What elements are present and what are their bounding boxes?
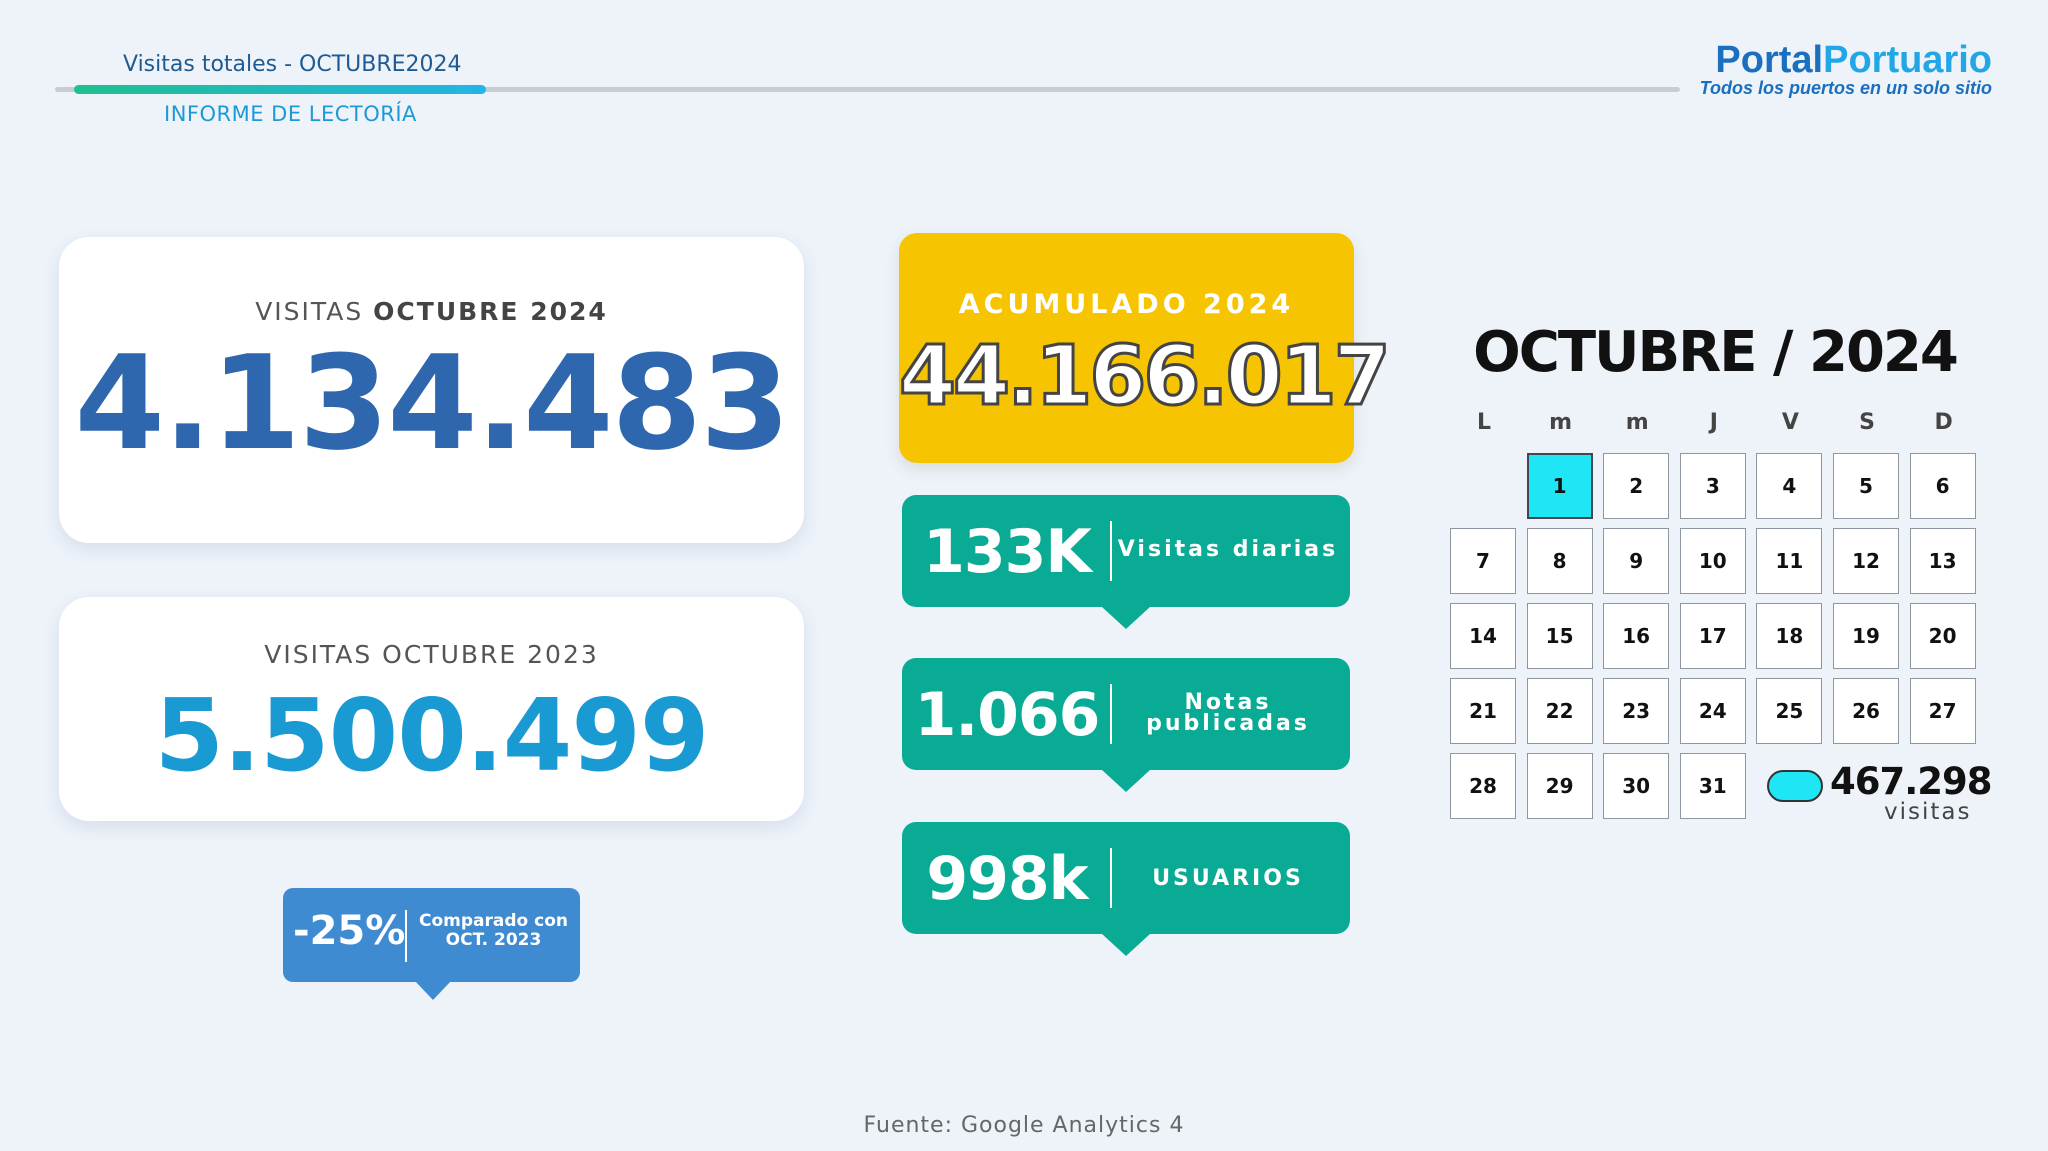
calendar-day: 14 (1450, 603, 1516, 669)
highlight-visits-total: 467.298 (1830, 760, 1993, 803)
current-visits-label: VISITAS OCTUBRE 2024 (59, 297, 804, 326)
calendar-weekday: V (1781, 410, 1799, 435)
accumulated-value: 44.166.017 (898, 328, 1393, 426)
calendar-day: 12 (1833, 528, 1899, 594)
calendar-day: 13 (1909, 528, 1976, 594)
calendar-day: 22 (1526, 678, 1593, 744)
stat-divider (1110, 684, 1112, 744)
calendar-weekday: D (1934, 410, 1953, 435)
calendar-day: 27 (1909, 678, 1976, 744)
calendar-weekday: J (1709, 410, 1718, 435)
stat-value: 133K (923, 517, 1092, 587)
calendar-day: 9 (1603, 528, 1670, 594)
stat-label-line1: USUARIOS (1152, 866, 1304, 891)
calendar-day: 31 (1679, 753, 1746, 819)
calendar-day: 19 (1833, 603, 1899, 669)
calendar-day: 8 (1526, 528, 1593, 594)
stat-divider (1110, 521, 1112, 581)
calendar-day: 30 (1603, 753, 1670, 819)
stat-divider (1110, 848, 1112, 908)
calendar-day: 25 (1756, 678, 1823, 744)
calendar-day: 26 (1833, 678, 1899, 744)
highlight-visits-unit: visitas (1884, 799, 1972, 825)
calendar-day: 24 (1679, 678, 1746, 744)
calendar-title: OCTUBRE / 2024 (1473, 320, 1959, 385)
comparison-text: Comparado con OCT. 2023 (411, 912, 576, 950)
calendar-weekday: S (1859, 410, 1875, 435)
previous-visits-card: VISITAS OCTUBRE 2023 5.500.499 (59, 597, 804, 821)
calendar-day: 16 (1603, 603, 1670, 669)
calendar-weekday: m (1549, 410, 1573, 435)
stat-value: 1.066 (914, 680, 1101, 750)
current-visits-value: 4.134.483 (74, 327, 791, 479)
stat-badge-published-notes: 1.066 Notas publicadas (902, 658, 1350, 792)
stat-value: 998k (926, 844, 1088, 914)
report-title: Visitas totales - OCTUBRE2024 (123, 52, 462, 77)
calendar-day: 10 (1679, 528, 1746, 594)
calendar-day: 21 (1450, 678, 1516, 744)
comparison-badge: -25% Comparado con OCT. 2023 (283, 888, 580, 1000)
header-accent-bar (74, 85, 486, 94)
calendar-day: 23 (1603, 678, 1670, 744)
comparison-line2: OCT. 2023 (445, 930, 542, 950)
logo-part1: Portal (1715, 39, 1824, 81)
stat-label-line2: publicadas (1146, 711, 1310, 736)
header-divider (55, 87, 1680, 92)
calendar-weekday: m (1625, 410, 1649, 435)
stat-label: Notas publicadas (1116, 690, 1340, 736)
logo-part2: Portuario (1823, 39, 1992, 81)
current-label-bold: OCTUBRE 2024 (373, 297, 608, 326)
calendar-day: 6 (1909, 453, 1976, 519)
calendar-day: 4 (1756, 453, 1823, 519)
calendar-day: 11 (1756, 528, 1823, 594)
comparison-divider (405, 910, 407, 962)
calendar-day: 1 (1526, 453, 1593, 519)
calendar-day: 5 (1833, 453, 1899, 519)
current-label-prefix: VISITAS (255, 297, 374, 326)
calendar-day: 2 (1603, 453, 1670, 519)
accumulated-card: ACUMULADO 2024 44.166.017 (898, 233, 1393, 463)
comparison-percent: -25% (293, 908, 406, 954)
stat-label-line1: Visitas diarias (1117, 537, 1339, 562)
logo-wordmark: PortalPortuario (1700, 40, 1992, 80)
source-footer: Fuente: Google Analytics 4 (863, 1113, 1185, 1138)
calendar-day: 20 (1909, 603, 1976, 669)
calendar-day: 29 (1526, 753, 1593, 819)
stat-label: Visitas diarias (1116, 537, 1340, 562)
stat-label-line1: Notas (1184, 690, 1272, 715)
accumulated-label: ACUMULADO 2024 (958, 289, 1295, 320)
calendar-weekday: L (1476, 410, 1492, 435)
previous-visits-label: VISITAS OCTUBRE 2023 (264, 640, 599, 669)
stat-badge-users: 998k USUARIOS (902, 822, 1350, 956)
current-visits-card: VISITAS OCTUBRE 2024 4.134.483 (59, 237, 804, 543)
logo-tagline: Todos los puertos en un solo sitio (1699, 78, 1992, 98)
report-subtitle: INFORME DE LECTORÍA (164, 102, 417, 126)
portal-portuario-logo: PortalPortuario Todos los puertos en un … (1700, 40, 1992, 99)
calendar-day: 17 (1679, 603, 1746, 669)
stat-badge-daily-visits: 133K Visitas diarias (902, 495, 1350, 629)
calendar-day: 3 (1679, 453, 1746, 519)
calendar-day: 15 (1526, 603, 1593, 669)
calendar-day: 28 (1450, 753, 1516, 819)
highlight-legend-swatch (1767, 770, 1823, 802)
stat-label: USUARIOS (1116, 866, 1340, 891)
calendar-day: 18 (1756, 603, 1823, 669)
comparison-line1: Comparado con (419, 911, 568, 931)
previous-visits-value: 5.500.499 (154, 677, 709, 794)
calendar-day: 7 (1450, 528, 1516, 594)
